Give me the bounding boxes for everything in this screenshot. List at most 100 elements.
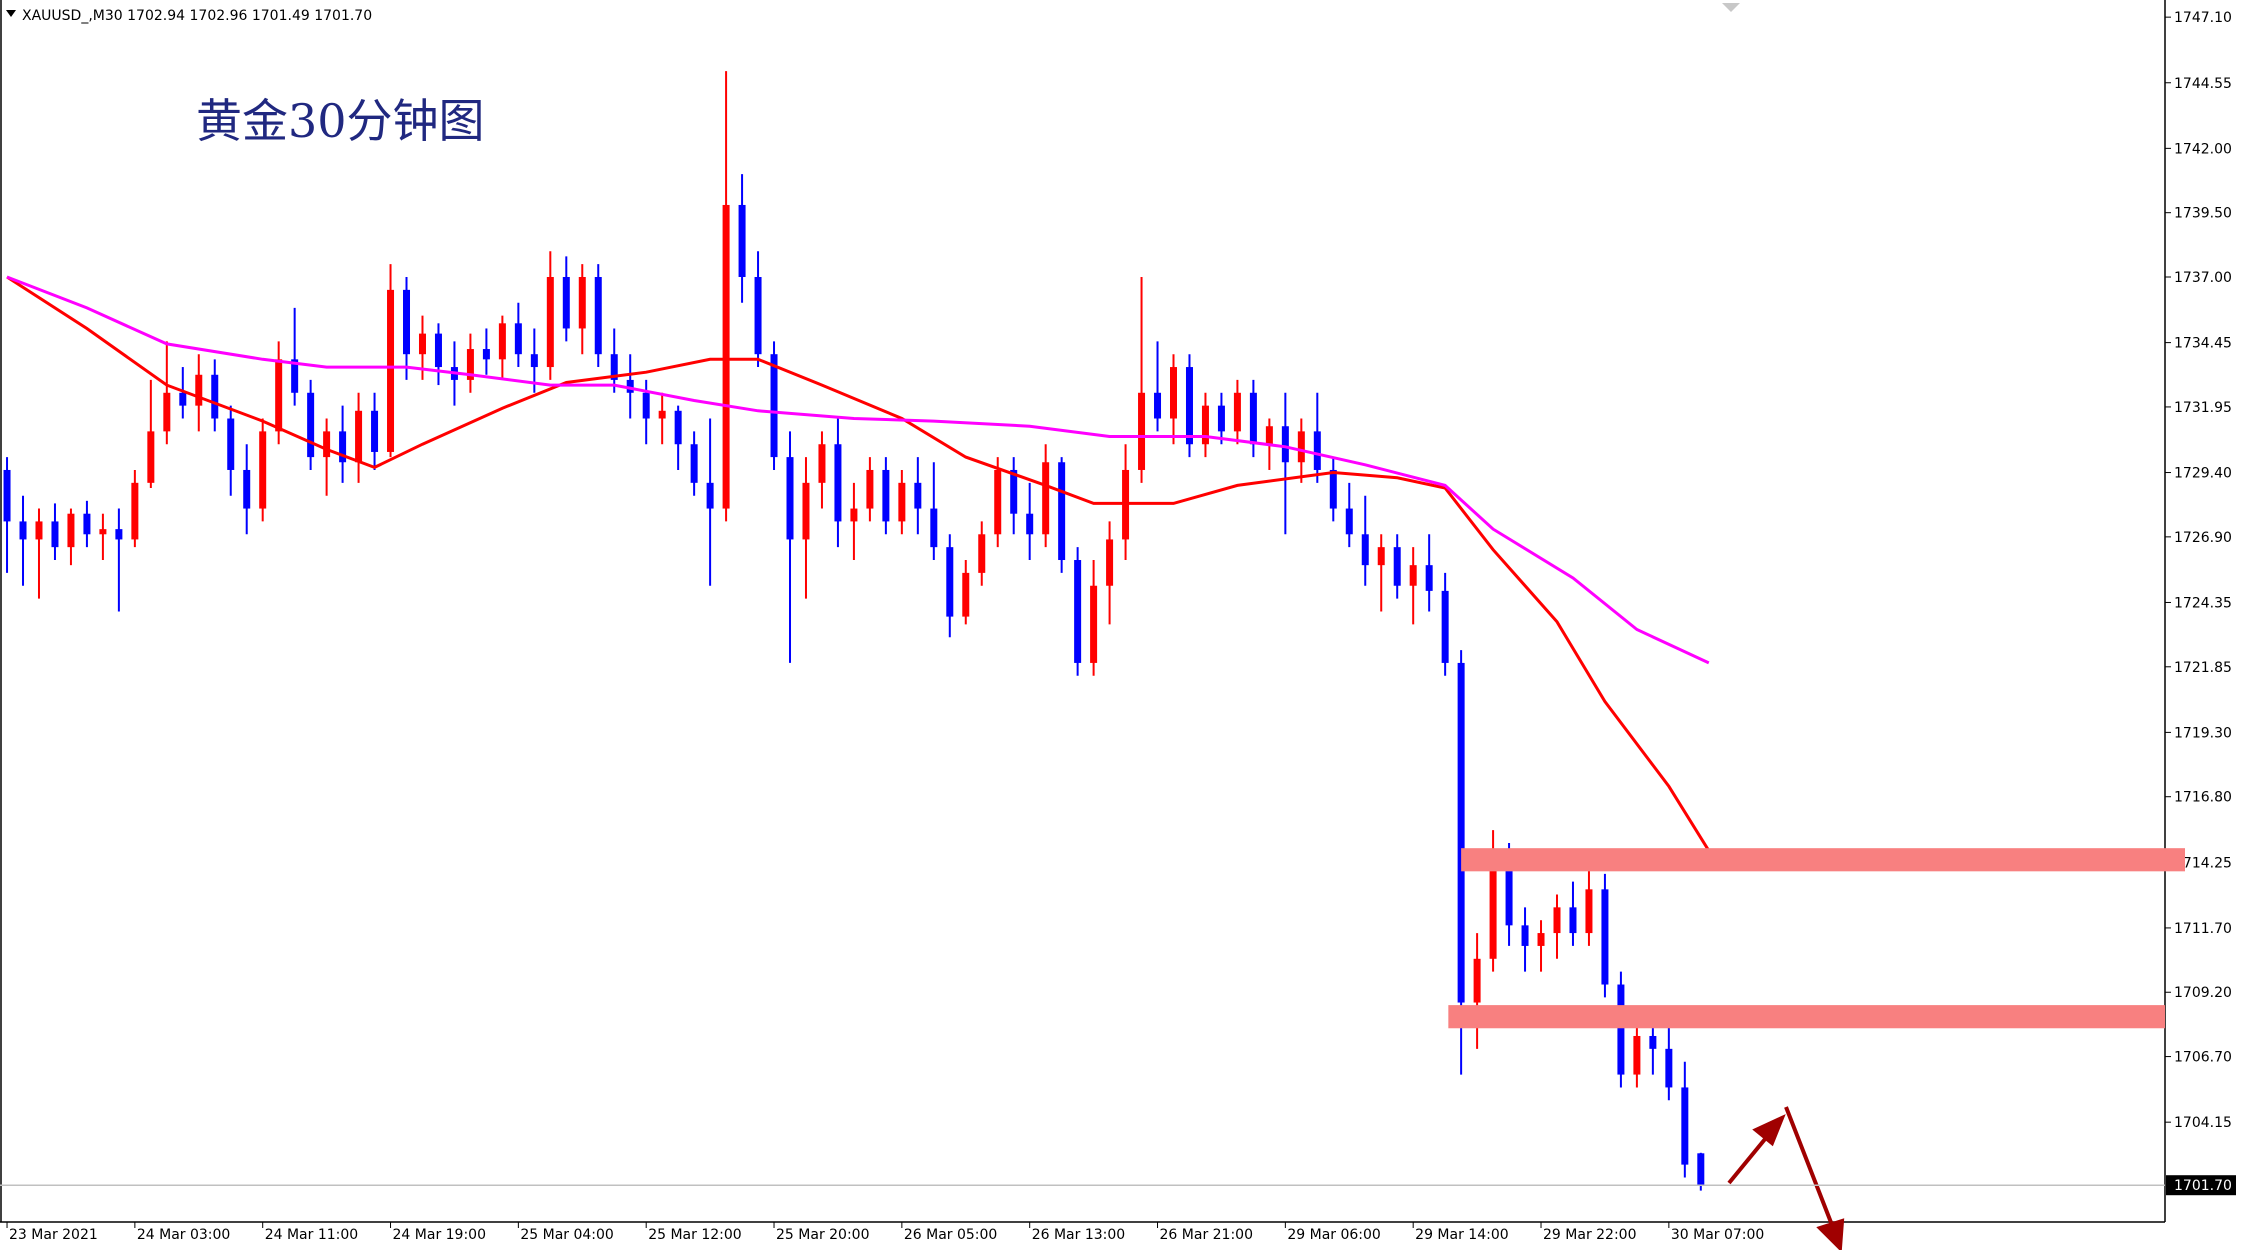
candle-body (243, 469, 251, 509)
candle-body (1026, 513, 1034, 535)
candle-body (738, 204, 746, 278)
candle-body (482, 349, 490, 360)
x-tick-label: 24 Mar 03:00 (137, 1227, 230, 1243)
candle-body (610, 354, 618, 380)
candle-body (179, 392, 187, 406)
y-tick-label: 1709.20 (2174, 985, 2232, 1001)
x-tick-label: 25 Mar 20:00 (776, 1227, 869, 1243)
candle-body (658, 410, 666, 419)
price-zone (1448, 1005, 2165, 1029)
candle-body (642, 392, 650, 419)
candle-body (1329, 469, 1337, 509)
candle-body (83, 513, 91, 535)
candle-body (1393, 547, 1401, 586)
candle-body (434, 333, 442, 368)
candle-body (514, 323, 522, 355)
x-tick-label: 25 Mar 04:00 (520, 1227, 613, 1243)
candle-body (562, 277, 570, 329)
candle-body (898, 482, 906, 522)
candle-body (1409, 565, 1417, 586)
candle-body (35, 521, 43, 540)
candle-body (19, 521, 27, 540)
x-tick-label: 24 Mar 11:00 (265, 1227, 358, 1243)
candle-body (1090, 585, 1098, 663)
candle-body (818, 444, 826, 483)
candle-body (131, 482, 139, 540)
candle-body (1617, 984, 1625, 1075)
moving-average (6, 275, 1711, 852)
candle-body (1697, 1153, 1705, 1186)
candle-body (1154, 392, 1162, 419)
candle-body (802, 482, 810, 540)
candle-body (323, 431, 331, 458)
symbol: XAUUSD_,M30 (22, 8, 123, 24)
candle-body (722, 204, 730, 509)
high-quote: 1702.96 (190, 8, 248, 24)
candle-body (1345, 508, 1353, 535)
candle-body (1473, 958, 1481, 1003)
candle-body (67, 513, 75, 548)
candle-body (1233, 392, 1241, 432)
candle-body (1201, 405, 1209, 445)
candle-body (99, 529, 107, 535)
scroll-marker (1722, 3, 1740, 12)
x-tick-label: 29 Mar 06:00 (1287, 1227, 1380, 1243)
arrow-down-head (1816, 1218, 1845, 1250)
y-tick-label: 1716.80 (2174, 790, 2232, 806)
candle-body (930, 508, 938, 548)
y-tick-label: 1744.55 (2174, 76, 2232, 92)
y-tick-label: 1706.70 (2174, 1050, 2232, 1066)
x-tick-label: 23 Mar 2021 (9, 1227, 98, 1243)
candle-body (1553, 907, 1561, 934)
chart-title: 黄金30分钟图 (196, 94, 485, 148)
candle-body (1010, 469, 1018, 514)
candle-body (147, 431, 155, 483)
candle-body (387, 289, 395, 452)
candle-body (626, 379, 634, 393)
candle-body (754, 277, 762, 355)
candle-body (578, 277, 586, 329)
candle-body (291, 359, 299, 393)
candle-body (339, 431, 347, 463)
candle-body (163, 392, 171, 432)
candle-body (227, 418, 235, 470)
candle-body (1281, 426, 1289, 463)
candle-body (1457, 662, 1465, 1003)
candle-body (466, 349, 474, 380)
x-tick-label: 26 Mar 13:00 (1032, 1227, 1125, 1243)
candle-body (259, 431, 267, 509)
y-tick-label: 1714.25 (2174, 855, 2232, 871)
candle-body (498, 323, 506, 360)
candle-body (1170, 367, 1178, 419)
candle-body (1249, 392, 1257, 445)
candle-body (1425, 565, 1433, 591)
candle-body (51, 521, 59, 548)
x-tick-label: 25 Mar 12:00 (648, 1227, 741, 1243)
x-tick-label: 29 Mar 22:00 (1543, 1227, 1636, 1243)
current-price-box (2166, 1175, 2236, 1196)
open-quote: 1702.94 (127, 8, 185, 24)
candle-body (962, 572, 970, 617)
candle-body (371, 410, 379, 452)
candle-body (994, 469, 1002, 535)
candle-body (1489, 868, 1497, 959)
candle-body (355, 410, 363, 463)
candle-body (786, 457, 794, 540)
annotation-arrows (1727, 1106, 1845, 1250)
candle-body (115, 529, 123, 540)
candle-body (914, 482, 922, 509)
y-tick-label: 1719.30 (2174, 725, 2232, 741)
candle-body (834, 444, 842, 522)
y-tick-label: 1747.10 (2174, 10, 2232, 26)
candle-body (1601, 889, 1609, 985)
candle-body (1681, 1087, 1689, 1165)
candle-body (1265, 426, 1273, 445)
candle-body (3, 469, 11, 522)
candle-body (1106, 539, 1114, 586)
candle-body (1441, 590, 1449, 663)
current-price-label: 1701.70 (2174, 1178, 2232, 1194)
plot-area (3, 71, 1711, 1191)
x-tick-label: 30 Mar 07:00 (1671, 1227, 1764, 1243)
candle-body (850, 508, 858, 522)
